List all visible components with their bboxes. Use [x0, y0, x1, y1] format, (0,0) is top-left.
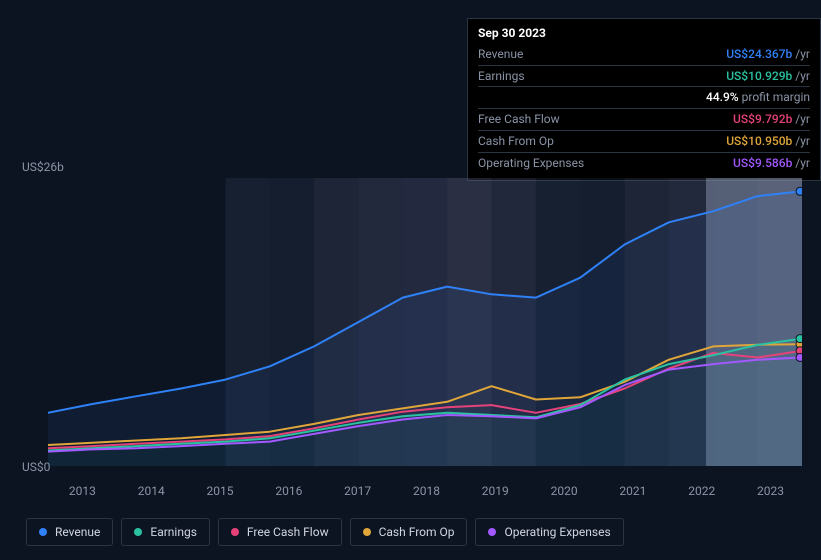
tooltip-row: Operating Expenses US$9.586b /yr: [478, 153, 810, 174]
tooltip-row: Revenue US$24.367b /yr: [478, 44, 810, 66]
legend: Revenue Earnings Free Cash Flow Cash From O…: [26, 518, 624, 546]
tooltip-per-suffix: /yr: [795, 47, 810, 61]
tooltip-per-suffix: /yr: [795, 69, 810, 83]
legend-label: Free Cash Flow: [247, 525, 329, 539]
tooltip-metric-label: Free Cash Flow: [478, 111, 560, 128]
legend-label: Earnings: [150, 525, 197, 539]
x-axis-year: 2022: [667, 484, 736, 498]
legend-item[interactable]: Operating Expenses: [475, 518, 623, 546]
tooltip-row: Free Cash Flow US$9.792b /yr: [478, 109, 810, 131]
y-axis-max-label: US$26b: [22, 160, 64, 174]
line-chart[interactable]: [48, 178, 802, 466]
x-axis-year: 2015: [186, 484, 255, 498]
tooltip-row: 44.9% profit margin: [478, 87, 810, 109]
legend-dot-icon: [488, 528, 496, 536]
tooltip-margin-label: profit margin: [742, 90, 810, 104]
tooltip-row: Earnings US$10.929b /yr: [478, 66, 810, 88]
tooltip-metric-value: US$9.586b: [733, 156, 792, 170]
series-end-dot-opex: [796, 353, 802, 361]
x-axis-year: 2020: [530, 484, 599, 498]
legend-dot-icon: [363, 528, 371, 536]
y-axis-min-label: US$0: [22, 460, 50, 474]
tooltip-metric-value: 44.9%: [706, 90, 739, 104]
tooltip-metric-label: Cash From Op: [478, 133, 554, 150]
legend-dot-icon: [134, 528, 142, 536]
x-axis-year: 2021: [599, 484, 668, 498]
tooltip-metric-label: Earnings: [478, 68, 525, 85]
tooltip-metric-value: US$10.929b: [726, 69, 792, 83]
tooltip-row: Cash From Op US$10.950b /yr: [478, 131, 810, 153]
tooltip-per-suffix: /yr: [795, 156, 810, 170]
x-axis-year: 2023: [736, 484, 805, 498]
series-end-dot-earnings: [796, 335, 802, 343]
x-axis-year: 2016: [254, 484, 323, 498]
x-axis-year: 2013: [48, 484, 117, 498]
legend-item[interactable]: Cash From Op: [350, 518, 468, 546]
x-axis-year: 2018: [392, 484, 461, 498]
tooltip-per-suffix: /yr: [795, 112, 810, 126]
x-axis-year: 2014: [117, 484, 186, 498]
legend-label: Revenue: [55, 525, 100, 539]
legend-dot-icon: [231, 528, 239, 536]
chart-container: Sep 30 2023RevenueUS$24.367b /yrEarnings…: [0, 0, 821, 560]
tooltip-metric-label: Operating Expenses: [478, 155, 584, 172]
legend-item[interactable]: Revenue: [26, 518, 113, 546]
tooltip-metric-value: US$10.950b: [726, 134, 792, 148]
tooltip-metric-value: US$24.367b: [726, 47, 792, 61]
tooltip-date: Sep 30 2023: [478, 25, 810, 42]
tooltip-metric-value: US$9.792b: [733, 112, 792, 126]
legend-item[interactable]: Earnings: [121, 518, 210, 546]
x-axis-year: 2017: [323, 484, 392, 498]
legend-label: Operating Expenses: [504, 525, 610, 539]
legend-label: Cash From Op: [379, 525, 455, 539]
hover-tooltip: Sep 30 2023RevenueUS$24.367b /yrEarnings…: [467, 18, 821, 181]
x-axis-year: 2019: [461, 484, 530, 498]
legend-dot-icon: [39, 528, 47, 536]
tooltip-metric-label: Revenue: [478, 46, 523, 63]
series-end-dot-revenue: [796, 187, 802, 195]
legend-item[interactable]: Free Cash Flow: [218, 518, 342, 546]
tooltip-per-suffix: /yr: [795, 134, 810, 148]
x-axis-labels: 2013201420152016201720182019202020212022…: [48, 484, 805, 498]
